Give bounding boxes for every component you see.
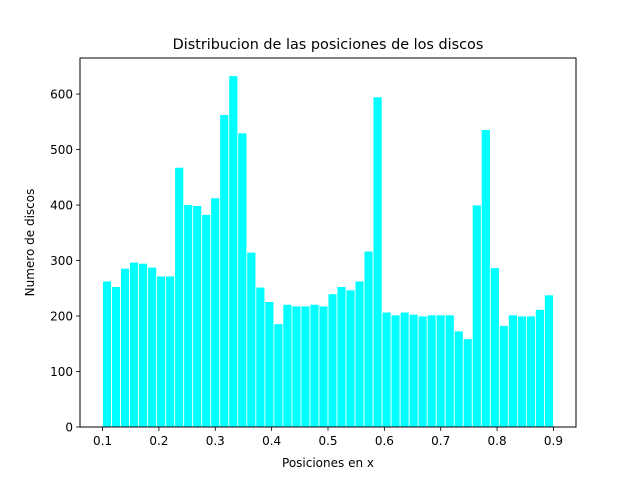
histogram-bar — [282, 303, 293, 428]
histogram-bar — [480, 129, 491, 428]
histogram-bar — [336, 286, 347, 428]
x-axis-ticks: 0.1 0.2 0.3 0.4 0.5 0.6 0.7 0.8 0.9 — [93, 427, 563, 448]
histogram-bar — [426, 314, 437, 428]
histogram-bar — [228, 75, 239, 428]
x-axis-label: Posiciones en x — [282, 456, 374, 470]
y-tick-label: 200 — [50, 310, 73, 324]
y-tick-label: 0 — [65, 421, 73, 435]
histogram-bar — [489, 267, 500, 428]
x-tick-label: 0.8 — [488, 434, 507, 448]
histogram-bar — [453, 330, 464, 428]
histogram-bar — [327, 293, 338, 428]
histogram-bar — [183, 204, 194, 428]
x-tick-label: 0.4 — [262, 434, 281, 448]
histogram-bar — [354, 280, 365, 428]
y-axis-ticks: 0 100 200 300 400 500 600 — [50, 88, 80, 435]
histogram-bar — [201, 214, 212, 428]
histogram-bar — [237, 132, 248, 428]
histogram-bar — [471, 204, 482, 428]
x-tick-label: 0.1 — [93, 434, 112, 448]
histogram-bar — [399, 311, 410, 428]
y-axis-label: Numero de discos — [23, 189, 37, 297]
histogram-bar — [210, 197, 221, 428]
histogram-bar — [255, 286, 266, 428]
histogram-bar — [291, 305, 302, 428]
histogram-bar — [309, 303, 320, 428]
histogram-bar — [390, 314, 401, 428]
histogram-bar — [192, 205, 203, 428]
histogram-bar — [516, 315, 527, 428]
x-tick-label: 0.7 — [431, 434, 450, 448]
histogram-bar — [156, 275, 167, 428]
histogram-bar — [273, 323, 284, 428]
histogram-bar — [408, 313, 419, 428]
x-tick-label: 0.6 — [375, 434, 394, 448]
histogram-bar — [498, 325, 509, 428]
histogram-bar — [544, 294, 554, 428]
y-tick-label: 400 — [50, 199, 73, 213]
histogram-bar — [507, 314, 518, 428]
x-tick-label: 0.3 — [206, 434, 225, 448]
histogram-bar — [111, 286, 121, 428]
histogram-bar — [165, 275, 176, 428]
chart-title: Distribucion de las posiciones de los di… — [173, 37, 484, 53]
x-tick-label: 0.9 — [544, 434, 563, 448]
y-tick-label: 500 — [50, 143, 73, 157]
histogram-bar — [246, 251, 257, 428]
histogram-bar — [417, 315, 428, 428]
histogram-bar — [264, 301, 275, 428]
histogram-bar — [219, 114, 230, 428]
histogram-bar — [120, 267, 130, 428]
histogram-bar — [300, 305, 311, 428]
histogram-bar — [526, 315, 536, 428]
histogram-bar — [318, 305, 329, 428]
histogram-bar — [381, 311, 392, 428]
histogram-bar — [435, 314, 446, 428]
histogram-bar — [174, 166, 185, 428]
histogram-bar — [535, 308, 545, 428]
y-tick-label: 600 — [50, 88, 73, 102]
histogram-bar — [345, 289, 356, 428]
y-tick-label: 300 — [50, 254, 73, 268]
y-tick-label: 100 — [50, 365, 73, 379]
histogram-bar — [147, 266, 158, 428]
histogram-bar — [138, 262, 149, 428]
histogram-bar — [363, 250, 374, 428]
histogram-bar — [444, 314, 455, 428]
histogram-bar — [372, 96, 383, 428]
histogram-bar — [102, 280, 112, 428]
x-tick-label: 0.5 — [318, 434, 337, 448]
histogram-bar — [462, 338, 473, 428]
x-tick-label: 0.2 — [149, 434, 168, 448]
histogram-bar — [129, 261, 140, 428]
